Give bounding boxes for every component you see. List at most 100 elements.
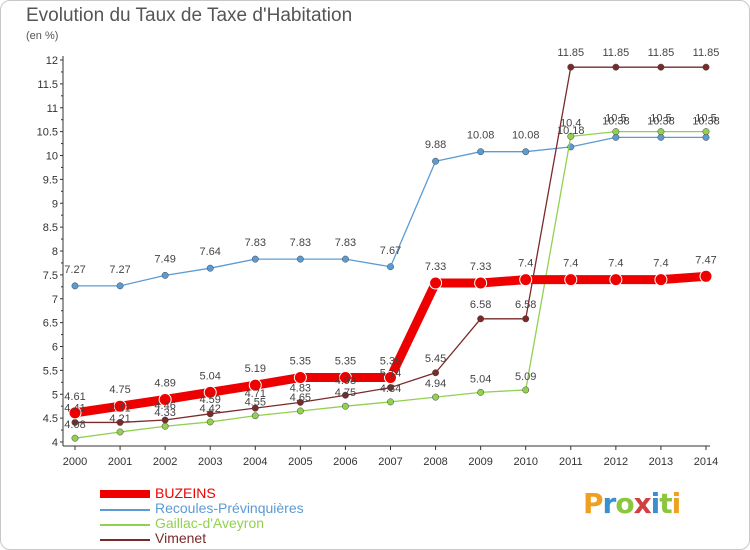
data-label: 10.08 <box>512 130 540 142</box>
data-label: 5.35 <box>335 356 356 368</box>
data-label: 9.88 <box>425 139 446 151</box>
data-point <box>429 276 443 290</box>
data-label: 4.59 <box>200 394 221 406</box>
x-tick-label: 2010 <box>513 456 537 468</box>
data-point <box>612 133 620 141</box>
data-point <box>158 393 172 407</box>
legend-label: BUZEINS <box>155 485 216 501</box>
logo-letter: o <box>615 487 634 520</box>
data-label: 4.41 <box>109 402 130 414</box>
x-tick-label: 2007 <box>378 456 402 468</box>
legend-swatch <box>100 490 150 498</box>
data-label: 4.84 <box>380 383 401 395</box>
data-point <box>477 315 485 323</box>
data-label: 4.94 <box>425 378 446 390</box>
data-label: 7.67 <box>380 245 401 257</box>
data-point <box>71 434 79 442</box>
data-point <box>338 371 352 385</box>
data-point <box>206 410 214 418</box>
data-label: 4.21 <box>109 413 130 425</box>
data-label: 7.4 <box>518 258 533 270</box>
data-point <box>293 371 307 385</box>
data-label: 4.46 <box>154 400 175 412</box>
y-tick-label: 8.5 <box>43 222 58 234</box>
data-label: 7.4 <box>653 258 668 270</box>
data-label: 7.33 <box>470 261 491 273</box>
data-point <box>519 273 533 287</box>
data-label: 7.83 <box>245 237 266 249</box>
data-point <box>384 371 397 385</box>
legend-swatch <box>100 524 150 526</box>
data-point <box>116 418 124 426</box>
y-tick-label: 5 <box>52 389 58 401</box>
data-point <box>161 422 169 430</box>
x-tick-label: 2008 <box>423 456 447 468</box>
data-point <box>113 399 127 413</box>
y-tick-label: 9.5 <box>43 174 58 186</box>
data-point <box>116 428 124 436</box>
data-point <box>251 412 259 420</box>
data-label: 7.33 <box>425 261 446 273</box>
logo-letter: i <box>671 487 682 520</box>
data-point <box>702 63 710 71</box>
data-label: 10.5 <box>695 113 716 125</box>
data-label: 11.85 <box>693 47 720 59</box>
legend-item-recoules-previnquieres: Recoules-Prévinquières <box>100 500 400 516</box>
x-tick-label: 2006 <box>333 456 357 468</box>
y-tick-label: 4.5 <box>43 413 58 425</box>
data-point <box>116 282 124 290</box>
x-tick-label: 2014 <box>694 456 718 468</box>
y-tick-label: 7.5 <box>43 270 58 282</box>
data-point <box>477 388 485 396</box>
data-label: 4.42 <box>200 403 221 415</box>
data-label: 7.83 <box>290 237 311 249</box>
data-label: 10.38 <box>692 115 720 127</box>
data-point <box>432 369 440 377</box>
y-tick-label: 7 <box>52 294 58 306</box>
data-label: 4.55 <box>245 397 266 409</box>
data-label: 5.04 <box>470 373 491 385</box>
legend-item-buzeins: BUZEINS <box>100 485 400 501</box>
data-point <box>702 133 710 141</box>
data-label: 4.75 <box>109 384 130 396</box>
data-point <box>68 406 82 420</box>
data-point <box>699 269 713 283</box>
x-tick-label: 2005 <box>288 456 312 468</box>
legend-label: Vimenet <box>155 530 207 546</box>
x-tick-label: 2012 <box>604 456 628 468</box>
legend-label: Recoules-Prévinquières <box>155 500 304 516</box>
data-label: 11.85 <box>648 47 675 59</box>
y-tick-label: 8 <box>52 246 58 258</box>
data-point <box>567 132 575 140</box>
y-tick-label: 10.5 <box>37 127 58 139</box>
logo-letter: P <box>583 487 604 520</box>
data-point <box>206 418 214 426</box>
logo-letter: r <box>602 487 617 520</box>
legend-swatch <box>100 539 150 541</box>
y-tick-label: 9 <box>52 198 58 210</box>
data-label: 7.4 <box>563 258 578 270</box>
x-tick-label: 2001 <box>108 456 132 468</box>
data-label: 7.27 <box>109 264 130 276</box>
data-point <box>657 133 665 141</box>
data-label: 7.49 <box>154 253 175 265</box>
data-label: 10.38 <box>647 115 675 127</box>
data-label: 7.83 <box>335 237 356 249</box>
data-point <box>522 148 530 156</box>
data-point <box>702 128 710 136</box>
legend-label: Gaillac-d'Aveyron <box>155 515 265 531</box>
data-point <box>474 276 488 290</box>
data-point <box>248 378 262 392</box>
data-label: 10.38 <box>602 115 630 127</box>
x-tick-label: 2003 <box>198 456 222 468</box>
data-point <box>522 315 530 323</box>
data-label: 7.27 <box>64 264 85 276</box>
data-point <box>657 63 665 71</box>
data-label: 4.71 <box>245 388 266 400</box>
data-point <box>654 273 668 287</box>
data-label: 4.41 <box>64 402 85 414</box>
data-point <box>341 255 349 263</box>
data-point <box>609 273 623 287</box>
y-tick-label: 5.5 <box>43 365 58 377</box>
